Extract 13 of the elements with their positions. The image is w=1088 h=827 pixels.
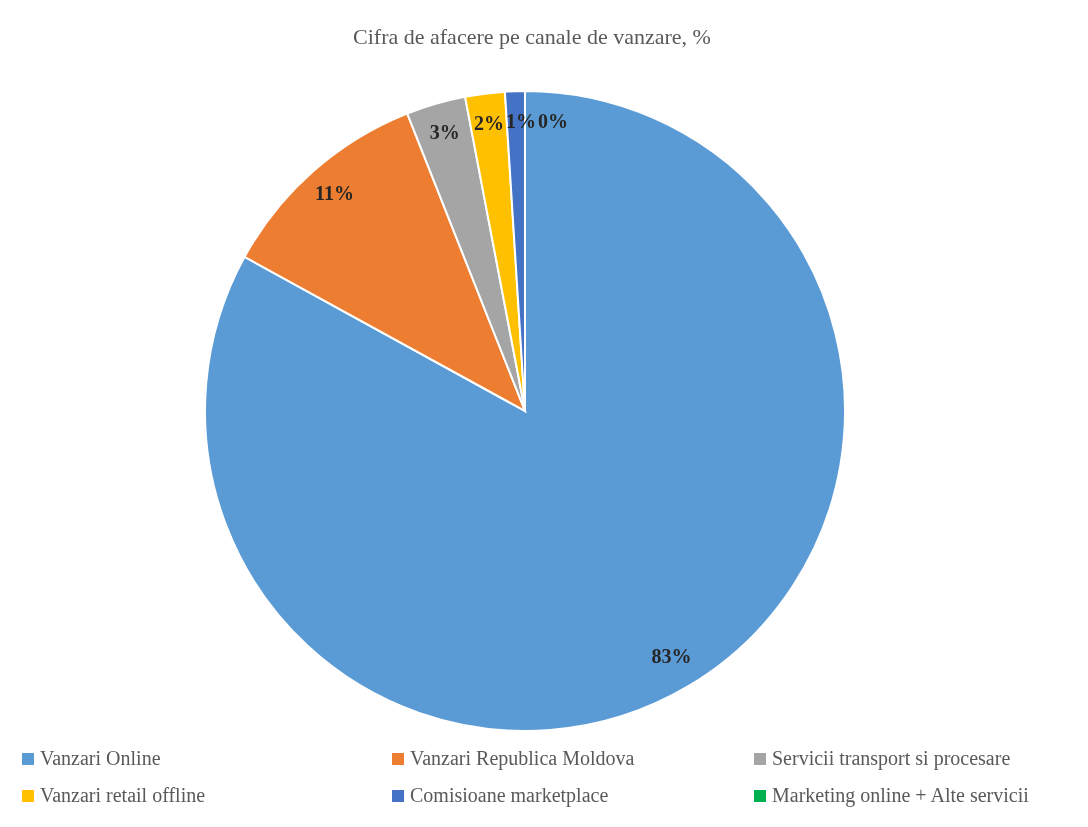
data-label: 83%	[651, 645, 692, 668]
legend-label: Vanzari Republica Moldova	[410, 746, 635, 770]
legend-label: Vanzari retail offline	[40, 783, 206, 806]
legend-label: Marketing online + Alte servicii	[772, 783, 1030, 807]
legend-label: Servicii transport si procesare	[772, 746, 1011, 770]
chart-title: Cifra de afacere pe canale de vanzare, %	[353, 24, 711, 49]
text: 0%	[537, 109, 568, 132]
data-label: 2%	[473, 111, 504, 134]
pie-slice	[204, 90, 846, 732]
data-label: 3%	[429, 121, 460, 144]
legend-label: Vanzari Online	[40, 746, 161, 769]
legend-label: Comisioane marketplace	[410, 783, 609, 807]
data-label: 11%	[315, 181, 354, 204]
